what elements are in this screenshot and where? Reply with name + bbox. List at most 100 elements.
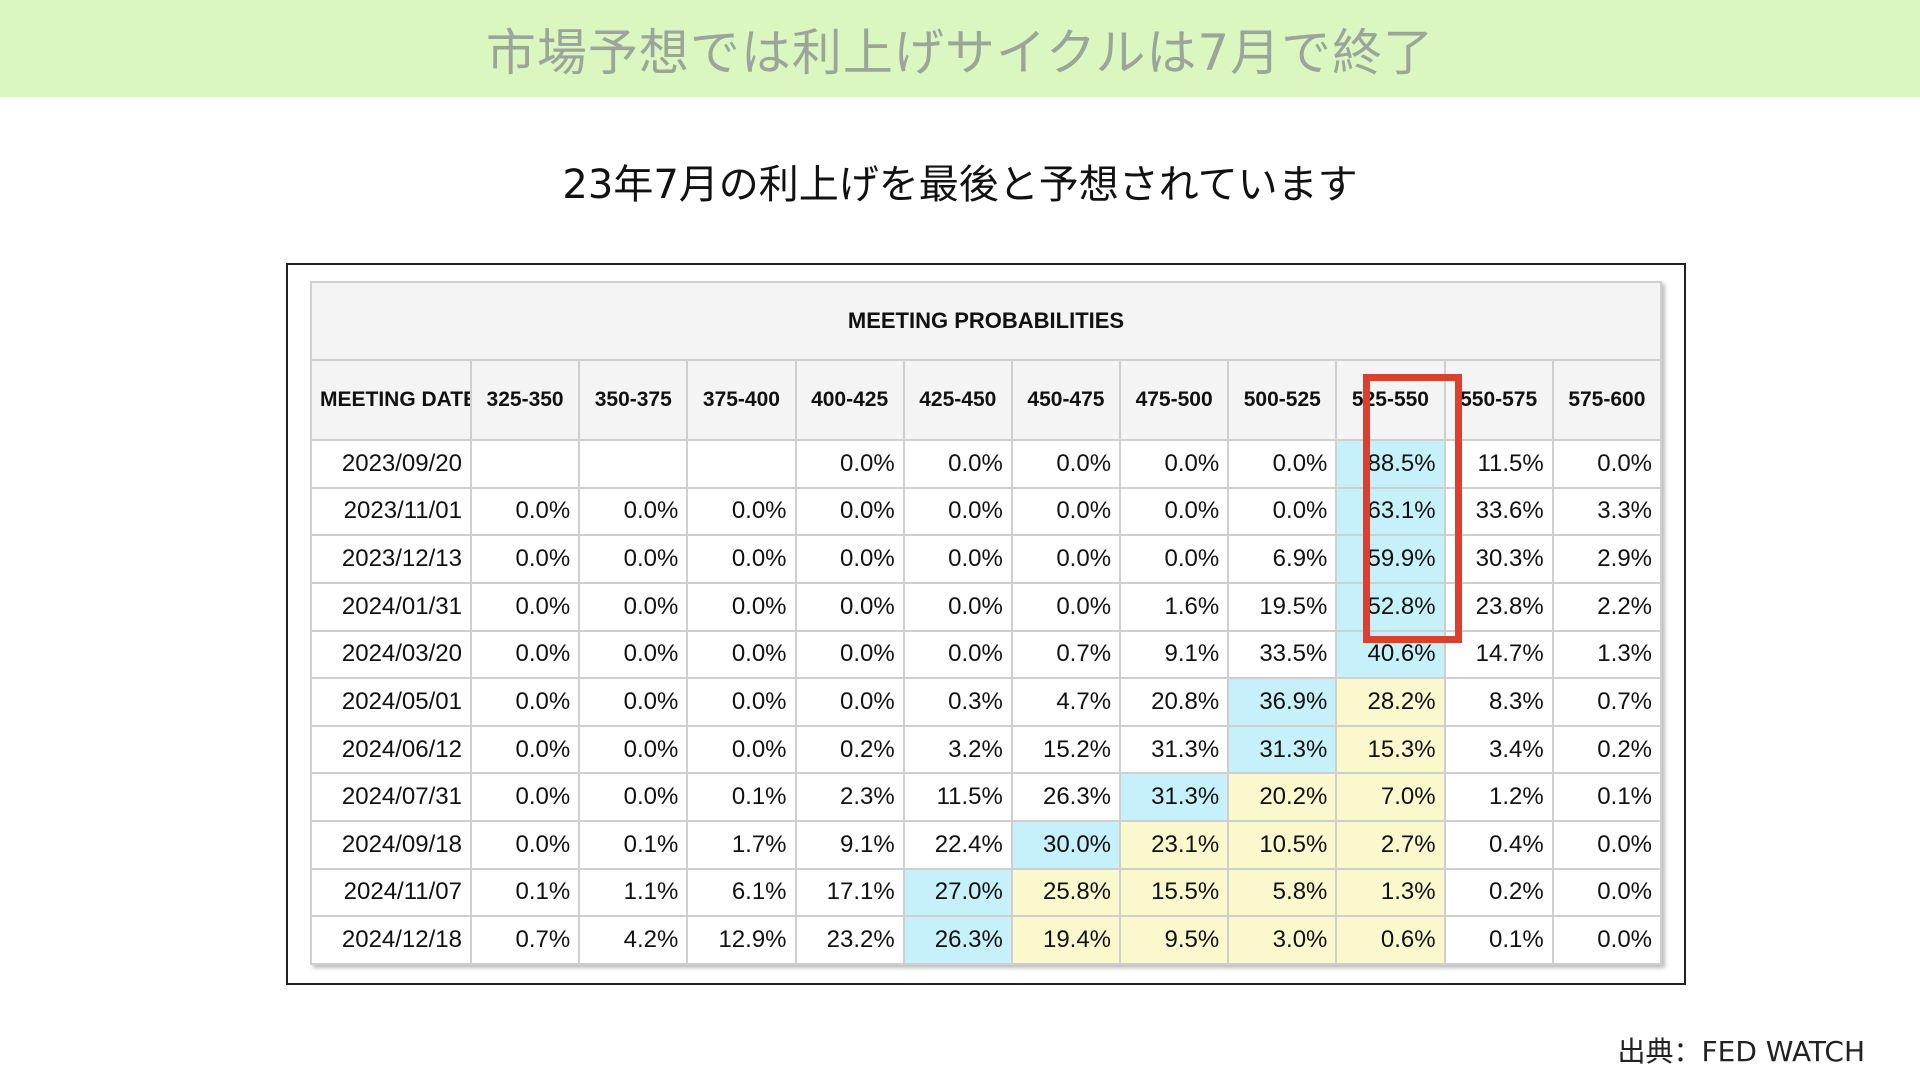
meeting-date-cell: 2023/12/13: [310, 534, 472, 584]
probability-cell: 0.0%: [469, 677, 581, 727]
header-range: 375-400: [686, 359, 797, 441]
probability-cell: 0.0%: [578, 677, 689, 727]
meeting-date-cell: 2024/03/20: [310, 629, 472, 680]
table-body: 2023/09/20 0.0% 0.0% 0.0% 0.0% 0.0% 88.5% 11.5%…: [310, 439, 1663, 965]
probability-cell: 0.6%: [1335, 915, 1446, 965]
source-note: 出典：FED WATCH: [1617, 1035, 1865, 1068]
probability-cell: 5.8%: [1227, 867, 1338, 918]
probability-cell: 17.1%: [794, 867, 905, 918]
table-row: 2023/09/20 0.0% 0.0% 0.0% 0.0% 0.0% 88.5% 11.5%…: [310, 439, 1663, 489]
probability-cell: 19.4%: [1010, 915, 1122, 965]
header-range: 475-500: [1119, 359, 1230, 441]
probability-cell: 0.0%: [686, 581, 797, 632]
probability-cell: 0.0%: [902, 534, 1013, 584]
table-row: 2024/07/31 0.0% 0.0% 0.1% 2.3% 11.5% 26.3% 31.3…: [310, 772, 1663, 822]
probability-cell: 0.2%: [794, 724, 905, 775]
meeting-date-cell: 2024/05/01: [310, 677, 472, 727]
probability-cell: 3.4%: [1443, 724, 1554, 775]
probability-cell: 0.0%: [686, 629, 797, 680]
probability-cell: 30.3%: [1443, 534, 1554, 584]
probability-cell: 52.8%: [1335, 581, 1446, 632]
probability-cell: 0.0%: [902, 486, 1013, 537]
probability-cell: 23.2%: [794, 915, 905, 965]
probability-cell: 0.0%: [1119, 534, 1230, 584]
probability-cell: 0.7%: [1551, 677, 1663, 727]
probability-cell: 1.3%: [1335, 867, 1446, 918]
table-frame: MEETING PROBABILITIES MEETING DATE 325-3…: [286, 263, 1686, 985]
probability-cell: 0.3%: [902, 677, 1013, 727]
table-row: 2024/09/18 0.0% 0.1% 1.7% 9.1% 22.4% 30.0% 23.1…: [310, 820, 1663, 870]
probability-cell: 6.1%: [686, 867, 797, 918]
probability-cell: 0.7%: [1010, 629, 1122, 680]
probability-cell: 3.0%: [1227, 915, 1338, 965]
probability-cell: 0.0%: [686, 486, 797, 537]
probability-cell: 0.0%: [794, 534, 905, 584]
meeting-date-cell: 2024/01/31: [310, 581, 472, 632]
probability-cell: 0.0%: [902, 439, 1013, 489]
probability-cell: 36.9%: [1227, 677, 1338, 727]
probability-cell: 0.0%: [1010, 439, 1122, 489]
probability-cell: 0.0%: [578, 629, 689, 680]
probability-cell: 33.5%: [1227, 629, 1338, 680]
probability-cell: 2.2%: [1551, 581, 1663, 632]
probability-cell: 0.0%: [1551, 915, 1663, 965]
probability-cell: 0.0%: [578, 581, 689, 632]
probability-cell: 31.3%: [1119, 772, 1230, 822]
probability-cell: 0.0%: [1119, 439, 1230, 489]
probability-cell: 0.4%: [1443, 820, 1554, 870]
probability-cell: 0.1%: [686, 772, 797, 822]
probability-cell: 23.8%: [1443, 581, 1554, 632]
probability-cell: 15.5%: [1119, 867, 1230, 918]
probability-cell: 11.5%: [1443, 439, 1554, 489]
probability-cell: 1.2%: [1443, 772, 1554, 822]
probability-cell: 31.3%: [1227, 724, 1338, 775]
probability-cell: 0.0%: [902, 581, 1013, 632]
probability-cell: 88.5%: [1335, 439, 1446, 489]
probability-cell: 26.3%: [1010, 772, 1122, 822]
probability-cell: 0.0%: [469, 534, 581, 584]
probability-cell: 4.2%: [578, 915, 689, 965]
probability-cell: 1.7%: [686, 820, 797, 870]
probability-cell: 27.0%: [902, 867, 1013, 918]
header-range: 575-600: [1551, 359, 1663, 441]
probability-cell: 0.0%: [686, 677, 797, 727]
meeting-date-cell: 2024/07/31: [310, 772, 472, 822]
probability-cell: 40.6%: [1335, 629, 1446, 680]
meeting-date-cell: 2024/09/18: [310, 820, 472, 870]
probability-cell: [469, 439, 581, 489]
header-row: MEETING DATE 325-350 350-375 375-400 400-42…: [310, 359, 1663, 441]
probability-cell: 19.5%: [1227, 581, 1338, 632]
probability-cell: 3.3%: [1551, 486, 1663, 537]
probability-cell: 10.5%: [1227, 820, 1338, 870]
probability-cell: 0.2%: [1551, 724, 1663, 775]
probability-cell: 12.9%: [686, 915, 797, 965]
meeting-date-cell: 2024/06/12: [310, 724, 472, 775]
probability-cell: 9.5%: [1119, 915, 1230, 965]
probability-cell: 7.0%: [1335, 772, 1446, 822]
probability-cell: [578, 439, 689, 489]
probability-cell: 0.0%: [469, 581, 581, 632]
probability-cell: 0.0%: [1010, 486, 1122, 537]
table-container: MEETING PROBABILITIES MEETING DATE 325-3…: [310, 281, 1663, 965]
probability-cell: 0.0%: [578, 724, 689, 775]
probability-cell: 59.9%: [1335, 534, 1446, 584]
meeting-date-cell: 2024/12/18: [310, 915, 472, 965]
header-meeting-date: MEETING DATE: [310, 359, 472, 441]
probability-cell: 0.0%: [578, 772, 689, 822]
probability-cell: 1.1%: [578, 867, 689, 918]
probability-cell: 63.1%: [1335, 486, 1446, 537]
table-row: 2023/12/13 0.0% 0.0% 0.0% 0.0% 0.0% 0.0% 0.0% 6.…: [310, 534, 1663, 584]
probability-cell: 23.1%: [1119, 820, 1230, 870]
caption-row: MEETING PROBABILITIES: [310, 281, 1662, 361]
header-range: 550-575: [1443, 359, 1554, 441]
probability-cell: 0.0%: [469, 772, 581, 822]
header-range: 400-425: [794, 359, 905, 441]
probability-cell: 0.0%: [794, 486, 905, 537]
probability-cell: 30.0%: [1010, 820, 1122, 870]
probability-cell: 33.6%: [1443, 486, 1554, 537]
probability-cell: 0.0%: [1551, 439, 1663, 489]
probability-cell: 1.3%: [1551, 629, 1663, 680]
probability-cell: 0.0%: [1551, 867, 1663, 918]
probability-cell: 0.7%: [469, 915, 581, 965]
probability-cell: 2.9%: [1551, 534, 1663, 584]
